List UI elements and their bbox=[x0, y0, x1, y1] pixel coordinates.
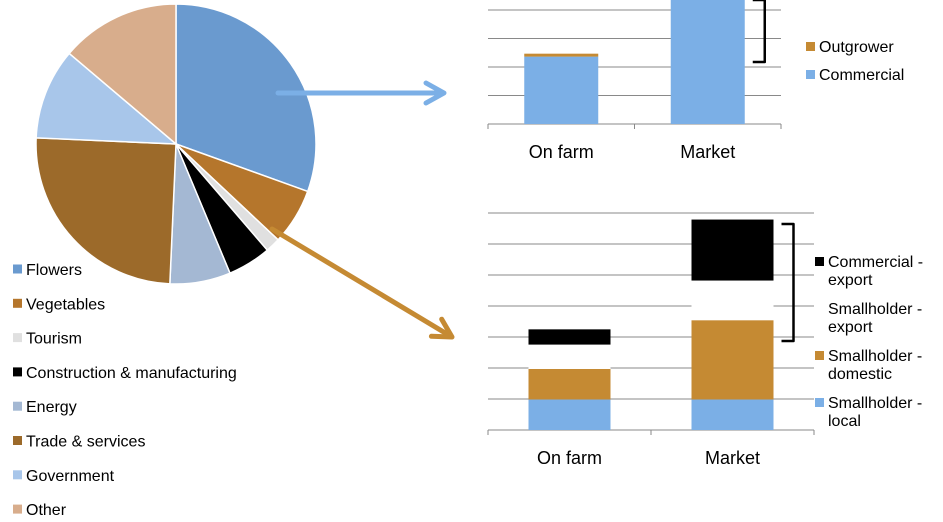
legend-swatch-energy bbox=[13, 401, 22, 411]
lower-legend-label-smallholder-export: Smallholder -export bbox=[828, 301, 922, 336]
lower-category-label: Market bbox=[705, 448, 760, 468]
lower-bar-on-farm-smallholder-export bbox=[528, 344, 611, 369]
lower-chart: On farm Market bbox=[487, 212, 815, 468]
upper-legend-label-commercial: Commercial bbox=[819, 67, 904, 84]
upper-bar-on-farm-outgrower bbox=[524, 53, 599, 57]
legend-label-government: Government bbox=[26, 468, 115, 485]
lower-bar-on-farm-smallholder-local bbox=[528, 399, 611, 430]
arrow-vegetables bbox=[269, 226, 455, 340]
lower-legend-swatch-commercial-export bbox=[815, 257, 824, 266]
pie-slice-other bbox=[68, 3, 177, 146]
lower-bar-market-smallholder-local bbox=[691, 399, 774, 430]
pie-slice-government bbox=[35, 52, 179, 145]
upper-category-label: Market bbox=[680, 142, 735, 162]
lower-bar-on-farm-commercial-export bbox=[528, 329, 611, 345]
lower-legend-swatch-smallholder-domestic bbox=[815, 351, 824, 360]
pie-legend: Flowers Vegetables Tourism Construction & m… bbox=[13, 262, 237, 519]
legend-swatch-flowers bbox=[13, 264, 22, 274]
legend-swatch-tourism bbox=[13, 333, 22, 343]
legend-label-other: Other bbox=[26, 502, 67, 519]
legend-swatch-government bbox=[13, 470, 22, 480]
legend-label-vegetables: Vegetables bbox=[26, 296, 105, 313]
legend-swatch-vegetables bbox=[13, 298, 22, 308]
pie-chart bbox=[35, 3, 317, 285]
arrow-flowers bbox=[275, 80, 447, 106]
upper-bar-market-commercial bbox=[670, 0, 745, 124]
lower-bracket bbox=[781, 222, 795, 343]
legend-label-construction-manufacturing: Construction & manufacturing bbox=[26, 365, 237, 382]
upper-chart: On farm Market bbox=[487, 0, 782, 162]
legend-label-flowers: Flowers bbox=[26, 262, 82, 279]
legend-swatch-other bbox=[13, 504, 22, 514]
upper-bar-on-farm-commercial bbox=[524, 56, 599, 124]
lower-bar-on-farm-smallholder-domestic bbox=[528, 369, 611, 400]
upper-legend-swatch-commercial bbox=[806, 70, 815, 79]
lower-legend-label-commercial-export: Commercial -export bbox=[828, 254, 923, 289]
lower-bar-market-smallholder-domestic bbox=[691, 320, 774, 400]
legend-swatch-trade-services bbox=[13, 436, 22, 445]
lower-bar-market-commercial-export bbox=[691, 219, 774, 281]
legend-label-trade-services: Trade & services bbox=[26, 434, 145, 451]
legend-label-energy: Energy bbox=[26, 399, 77, 416]
lower-legend-swatch-smallholder-local bbox=[815, 398, 824, 407]
upper-legend-label-outgrower: Outgrower bbox=[819, 39, 894, 56]
upper-legend: Outgrower Commercial bbox=[806, 39, 904, 84]
lower-bar-market-smallholder-export bbox=[691, 280, 774, 321]
lower-legend-label-smallholder-domestic: Smallholder -domestic bbox=[828, 348, 922, 383]
legend-swatch-construction-manufacturing bbox=[13, 367, 22, 377]
lower-category-label: On farm bbox=[537, 448, 602, 468]
lower-legend-label-smallholder-local: Smallholder -local bbox=[828, 395, 922, 430]
pie-slice-flowers bbox=[175, 3, 317, 193]
upper-legend-swatch-outgrower bbox=[806, 42, 815, 51]
lower-legend: Commercial -export Smallholder -export Sma… bbox=[815, 254, 923, 430]
pie-slice-trade-services bbox=[35, 137, 177, 285]
upper-bracket bbox=[752, 0, 766, 64]
legend-label-tourism: Tourism bbox=[26, 331, 82, 348]
upper-category-label: On farm bbox=[529, 142, 594, 162]
